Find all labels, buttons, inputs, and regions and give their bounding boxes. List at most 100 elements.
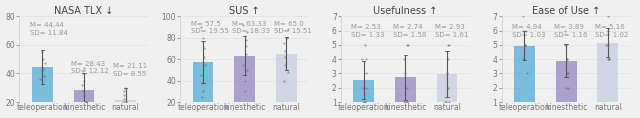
Point xyxy=(81,101,91,103)
Point xyxy=(518,15,529,17)
Title: Usefulness ↑: Usefulness ↑ xyxy=(373,6,438,16)
Point xyxy=(282,37,292,39)
Text: M= 65.0
SD= 15.51: M= 65.0 SD= 15.51 xyxy=(274,21,312,34)
Bar xyxy=(193,62,214,102)
Point xyxy=(358,101,369,103)
Point xyxy=(361,73,371,74)
Point xyxy=(118,101,128,103)
Title: Ease of Use ↑: Ease of Use ↑ xyxy=(532,6,600,16)
Point xyxy=(401,101,412,103)
Point xyxy=(561,58,572,60)
Point xyxy=(241,45,251,47)
Point xyxy=(242,32,252,33)
Point xyxy=(37,51,47,53)
Text: M= 2.74
SD= 1.58: M= 2.74 SD= 1.58 xyxy=(393,24,426,38)
Text: M= 5.16
SD= 1.02: M= 5.16 SD= 1.02 xyxy=(595,24,628,38)
Point xyxy=(120,101,131,103)
Point xyxy=(198,37,209,39)
Point xyxy=(360,58,371,60)
Point xyxy=(81,101,91,103)
Point xyxy=(38,67,49,69)
Point xyxy=(444,87,454,89)
Point xyxy=(602,30,612,32)
Point xyxy=(442,73,452,74)
Title: SUS ↑: SUS ↑ xyxy=(229,6,260,16)
Point xyxy=(196,26,206,28)
Point xyxy=(402,44,412,46)
Point xyxy=(518,58,528,60)
Bar xyxy=(436,74,458,102)
Point xyxy=(444,44,454,46)
Point xyxy=(198,90,209,92)
Point xyxy=(561,87,571,89)
Bar xyxy=(597,43,618,102)
Text: M= 57.5
SD= 19.55: M= 57.5 SD= 19.55 xyxy=(191,21,228,34)
Point xyxy=(35,78,45,80)
Bar xyxy=(276,54,297,102)
Point xyxy=(120,101,131,103)
Point xyxy=(79,67,89,69)
Point xyxy=(239,80,250,82)
Bar xyxy=(556,61,577,102)
Point xyxy=(603,58,613,60)
Text: M= 63.33
SD= 18.33: M= 63.33 SD= 18.33 xyxy=(232,21,270,34)
Bar xyxy=(514,46,535,102)
Point xyxy=(519,58,529,60)
Bar xyxy=(115,100,136,102)
Point xyxy=(562,58,572,60)
Title: NASA TLX ↓: NASA TLX ↓ xyxy=(54,6,114,16)
Point xyxy=(444,44,454,46)
Point xyxy=(517,30,527,32)
Point xyxy=(198,48,209,49)
Bar xyxy=(234,56,255,102)
Point xyxy=(520,44,531,46)
Point xyxy=(520,30,531,32)
Point xyxy=(441,101,451,103)
Point xyxy=(402,87,412,89)
Point xyxy=(279,80,289,82)
Point xyxy=(241,39,251,41)
Point xyxy=(604,58,614,60)
Point xyxy=(77,90,88,92)
Point xyxy=(118,98,129,100)
Point xyxy=(280,56,290,58)
Point xyxy=(401,73,411,74)
Text: M= 44.44
SD= 11.84: M= 44.44 SD= 11.84 xyxy=(30,22,68,36)
Text: M= 4.94
SD= 1.03: M= 4.94 SD= 1.03 xyxy=(512,24,545,38)
Point xyxy=(241,69,252,71)
Point xyxy=(118,94,129,96)
Point xyxy=(79,94,89,96)
Point xyxy=(38,75,49,77)
Point xyxy=(399,101,409,103)
Point xyxy=(401,101,411,103)
Bar xyxy=(353,80,374,102)
Point xyxy=(119,90,129,92)
Point xyxy=(560,30,570,32)
Point xyxy=(357,58,367,60)
Point xyxy=(400,87,410,89)
Point xyxy=(79,80,89,82)
Point xyxy=(241,90,251,92)
Point xyxy=(81,101,92,103)
Point xyxy=(520,44,530,46)
Point xyxy=(520,44,530,46)
Bar xyxy=(395,77,416,102)
Bar xyxy=(74,90,94,102)
Point xyxy=(199,56,209,58)
Point xyxy=(196,82,207,84)
Point xyxy=(603,44,613,46)
Point xyxy=(40,63,50,64)
Point xyxy=(78,73,88,74)
Point xyxy=(403,44,413,46)
Point xyxy=(604,15,614,17)
Point xyxy=(563,73,573,74)
Text: M= 21.11
SD= 8.55: M= 21.11 SD= 8.55 xyxy=(113,63,147,77)
Text: M= 2.53
SD= 1.33: M= 2.53 SD= 1.33 xyxy=(351,24,385,38)
Point xyxy=(280,64,290,65)
Point xyxy=(37,70,47,72)
Point xyxy=(601,44,611,46)
Point xyxy=(282,71,292,73)
Point xyxy=(279,42,289,44)
Point xyxy=(280,50,291,52)
Point xyxy=(522,73,532,74)
